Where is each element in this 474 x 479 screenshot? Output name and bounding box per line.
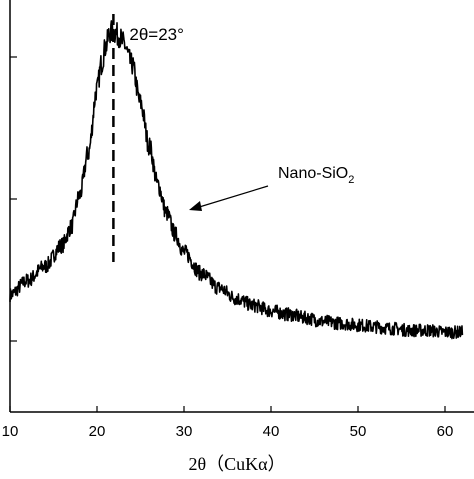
x-tick-label: 60 <box>437 423 454 440</box>
series-label-main: Nano-SiO <box>278 165 348 182</box>
peak-label: 2θ=23° <box>129 25 184 44</box>
x-ticks <box>9 406 446 412</box>
axes <box>9 0 474 413</box>
series-label: Nano-SiO2 <box>278 165 354 186</box>
annotation-arrow-line <box>195 185 269 209</box>
x-tick-label: 40 <box>263 423 280 440</box>
x-tick-label: 30 <box>176 423 193 440</box>
x-tick-label: 50 <box>350 423 367 440</box>
series-arrow-annotation: Nano-SiO2 <box>189 165 354 211</box>
series-line-nano-sio2 <box>9 20 464 340</box>
x-tick-label: 10 <box>2 423 19 440</box>
x-tick-label: 20 <box>89 423 106 440</box>
series-label-subscript: 2 <box>348 174 354 186</box>
x-tick-labels: 10 20 30 40 50 60 <box>2 423 454 440</box>
x-axis-title: 2θ（CuKα） <box>188 454 285 474</box>
y-ticks <box>10 56 17 342</box>
annotation-arrowhead <box>189 201 202 211</box>
series <box>9 20 464 340</box>
